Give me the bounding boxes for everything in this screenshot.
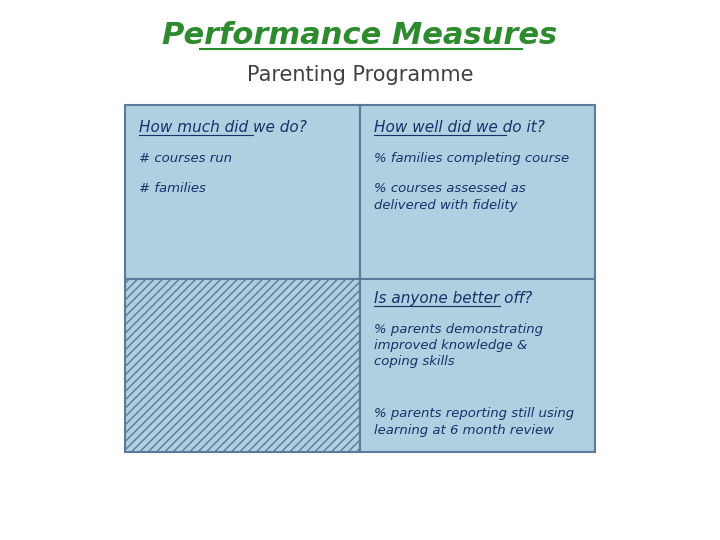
Text: # courses run: # courses run: [139, 152, 232, 165]
Text: How much did we do?: How much did we do?: [139, 120, 307, 135]
Text: How well did we do it?: How well did we do it?: [374, 120, 545, 135]
Text: % families completing course: % families completing course: [374, 152, 569, 165]
Text: % courses assessed as
delivered with fidelity: % courses assessed as delivered with fid…: [374, 182, 526, 212]
Text: Performance Measures: Performance Measures: [163, 21, 557, 50]
Text: Is anyone better off?: Is anyone better off?: [374, 291, 532, 306]
Bar: [125, 105, 360, 279]
Bar: [125, 279, 360, 452]
Text: % parents demonstrating
improved knowledge &
coping skills: % parents demonstrating improved knowled…: [374, 322, 543, 368]
Text: Parenting Programme: Parenting Programme: [247, 65, 473, 85]
Bar: [360, 105, 595, 279]
Bar: [360, 279, 595, 452]
Text: # families: # families: [139, 182, 206, 195]
Text: % parents reporting still using
learning at 6 month review: % parents reporting still using learning…: [374, 408, 574, 437]
